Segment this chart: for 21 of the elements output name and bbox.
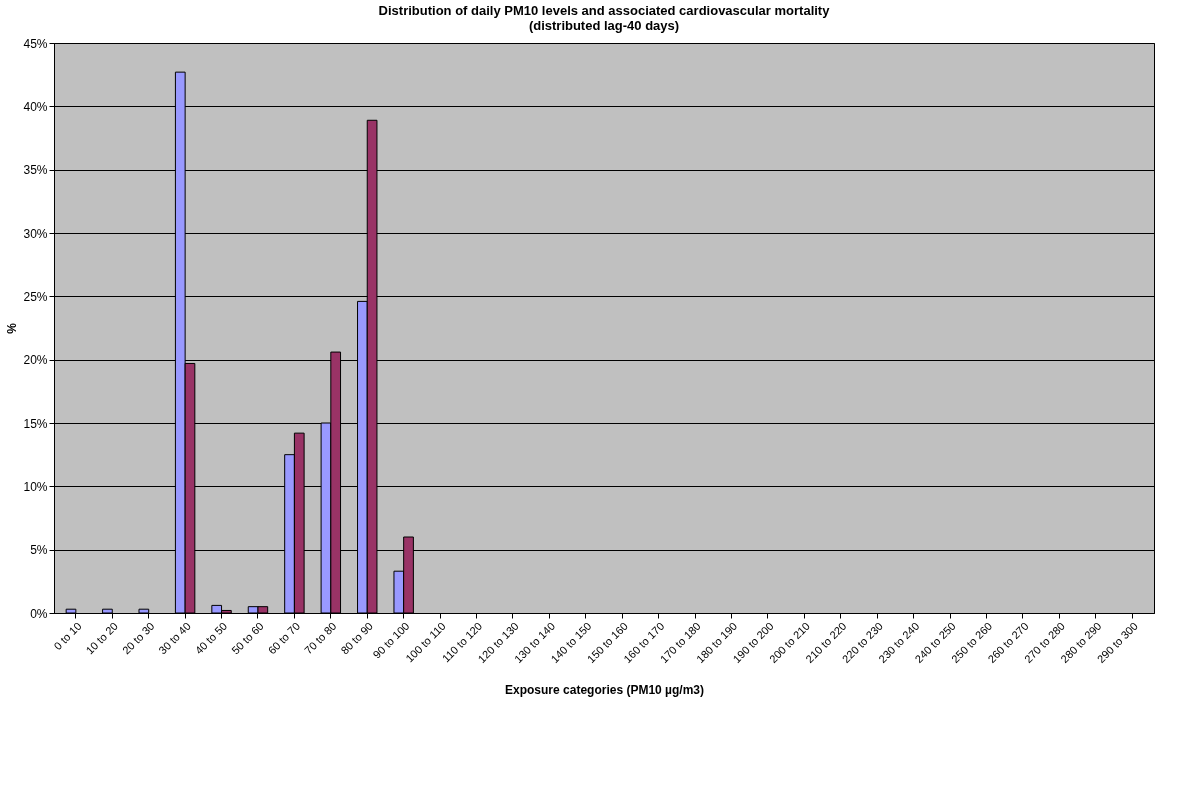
chart-title: Distribution of daily PM10 levels and associated cardiovascular mortality (distributed lag-40 days) [378,3,831,33]
y-tick-label: 10% [23,479,48,494]
y-tick-label: 30% [23,226,48,241]
x-tick-label: 20 to 30 [119,619,157,657]
y-tick-label: 45% [23,36,48,51]
y-axis-title: % [5,322,20,334]
y-tick-label: 35% [23,163,48,178]
y-tick-label: 20% [23,353,48,368]
x-tick-label: 10 to 20 [83,619,121,657]
y-tick-label: 0% [30,606,48,621]
y-tick-label: 25% [23,289,48,304]
x-tick-label: 30 to 40 [156,619,193,657]
y-tick-label: 40% [23,99,48,114]
x-axis-title: Exposure categories (PM10 µg/m3) [505,683,704,698]
y-tick-label: 15% [23,416,48,431]
y-tick-label: 5% [30,543,48,558]
x-tick-label: 60 to 70 [265,619,303,657]
x-tick-label: 0 to 10 [51,619,84,653]
x-tick-label: 70 to 80 [302,619,339,657]
x-tick-label: 50 to 60 [229,619,266,657]
x-tick-label: 40 to 50 [192,619,230,657]
